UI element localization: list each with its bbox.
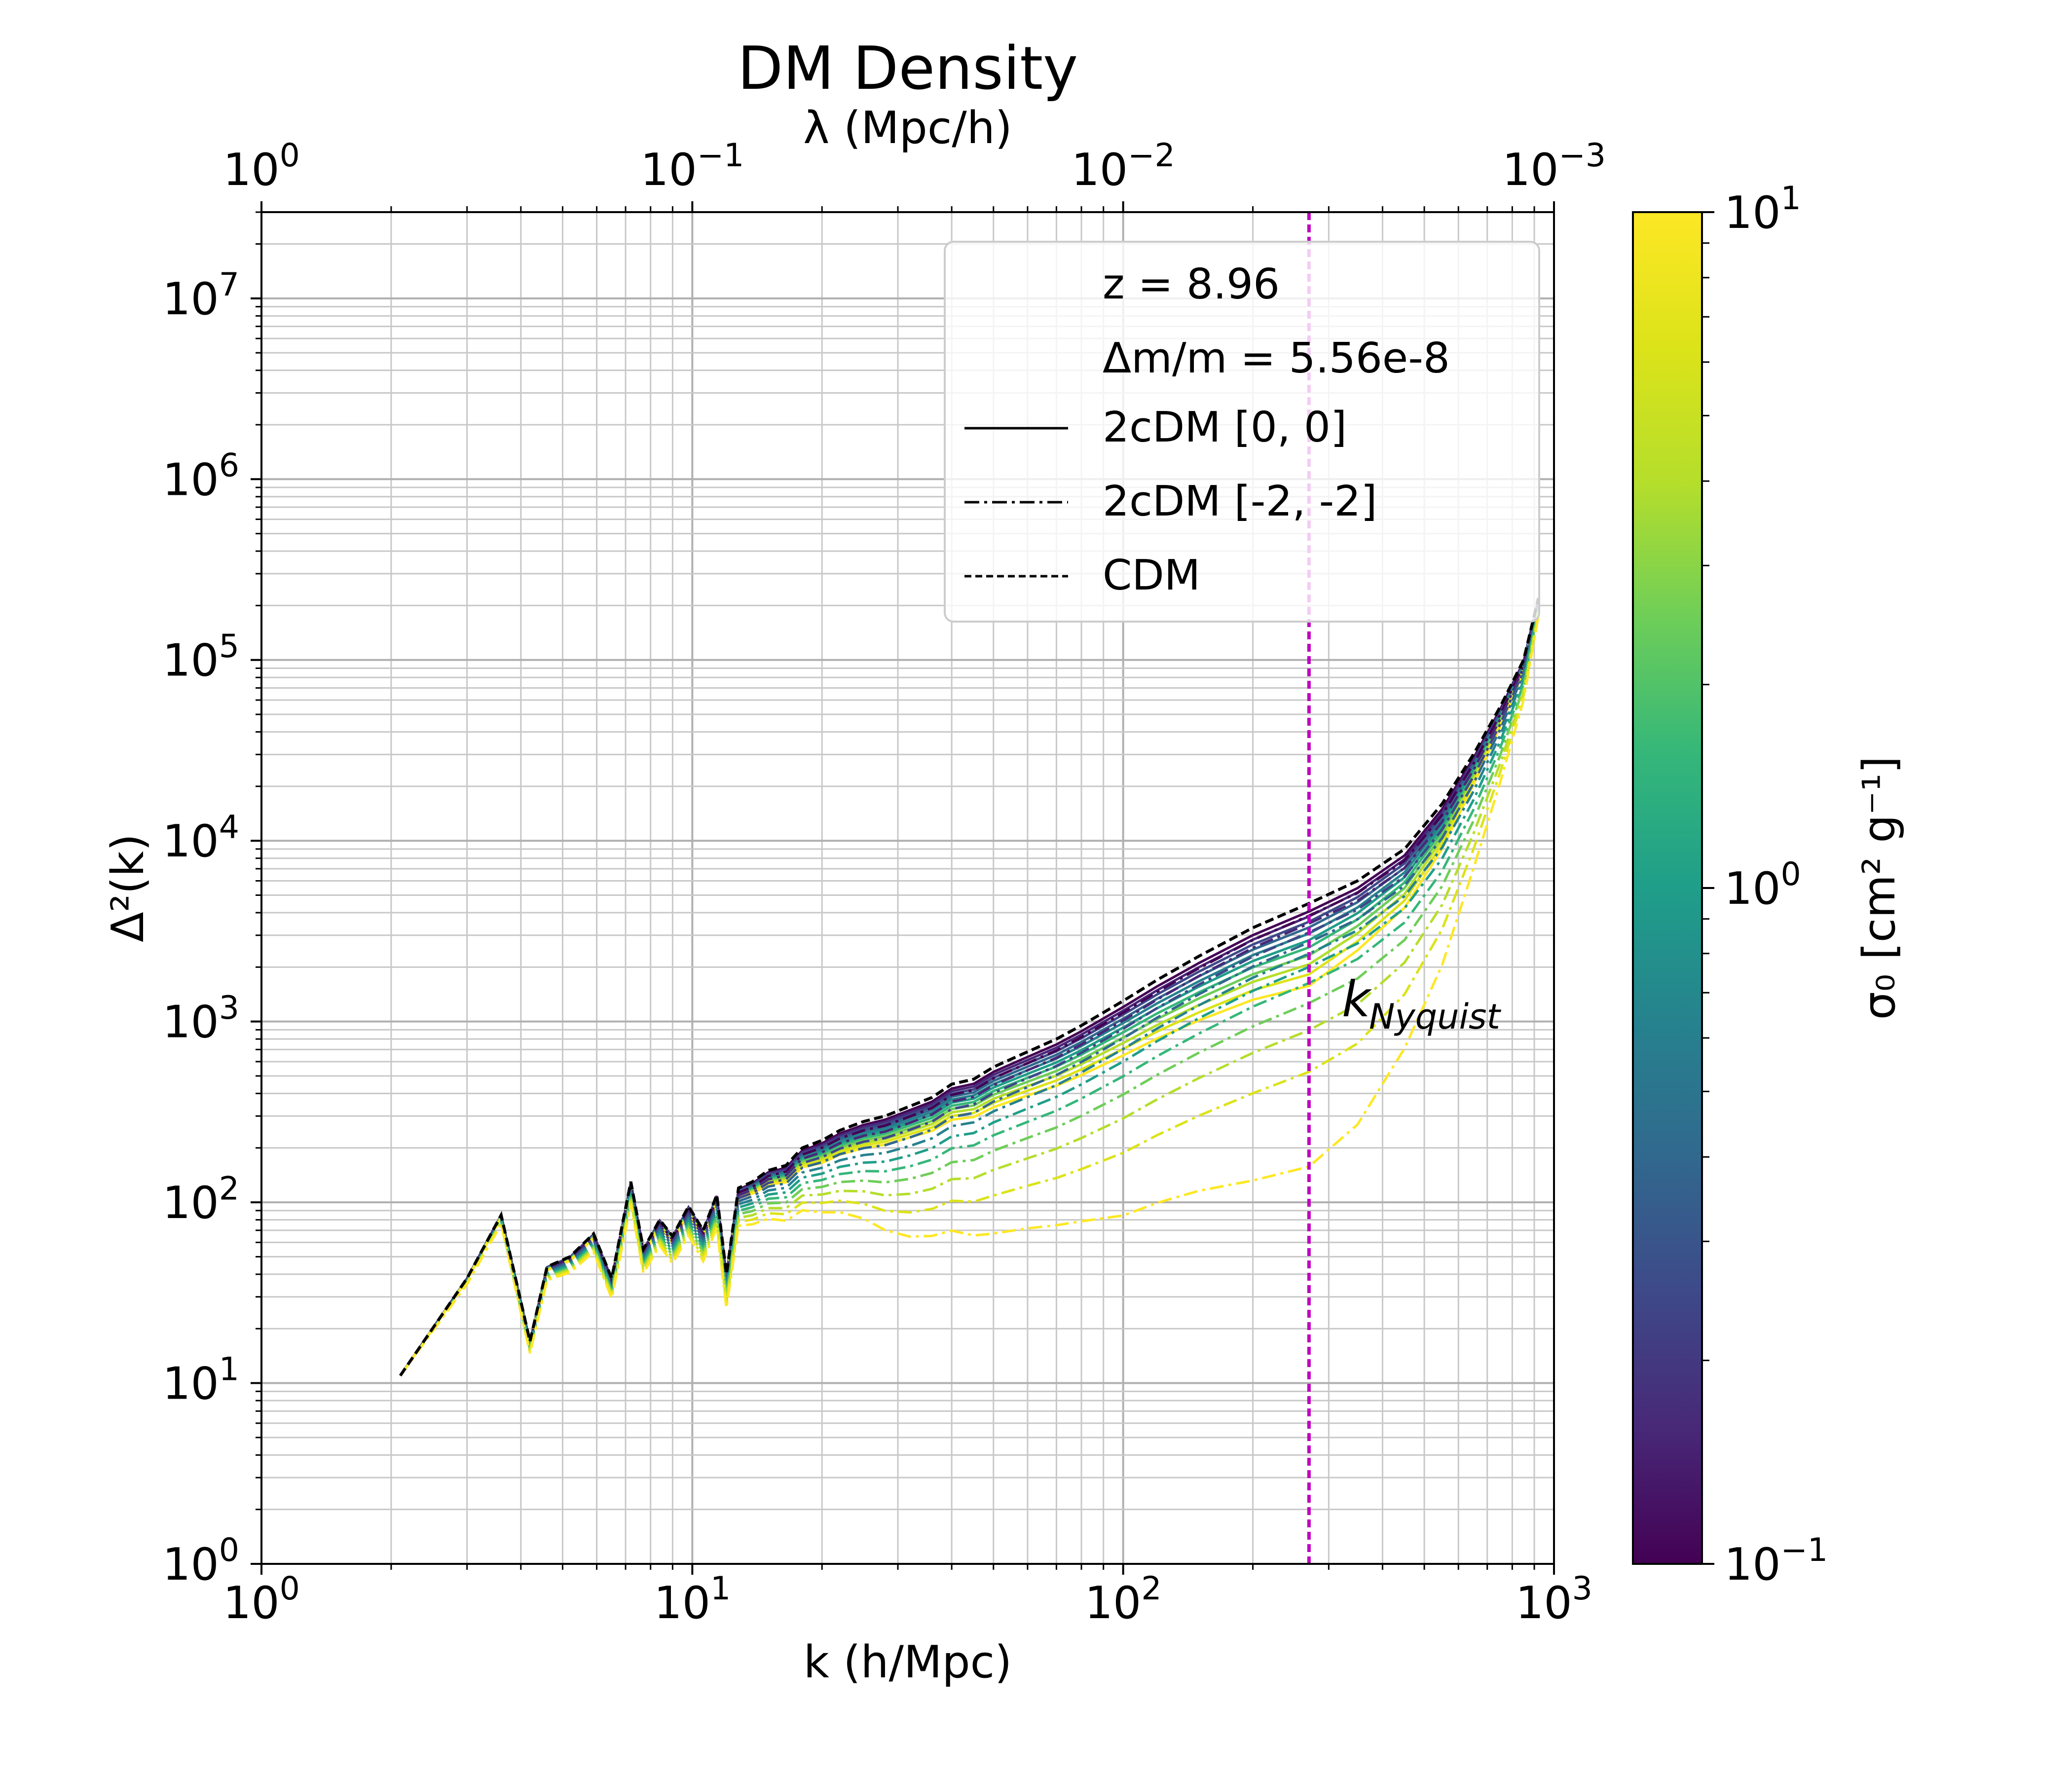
x-axis-label: k (h/Mpc) — [804, 1636, 1012, 1688]
nyquist-label-main: k — [1342, 970, 1372, 1028]
y-tick-label: 105 — [162, 628, 239, 687]
y-tick-label: 107 — [162, 266, 239, 325]
top-x-tick-label: 100 — [223, 137, 300, 196]
axis-ticks: 100 101 102 103 100 10−1 10−2 10−3 100 101 102 103 1… — [162, 137, 1606, 1629]
series-line — [399, 610, 1540, 1376]
top-x-axis-label: λ (Mpc/h) — [803, 102, 1012, 154]
nyquist-label-sub: Nyquist — [1369, 997, 1502, 1037]
series-line — [399, 606, 1540, 1376]
colorbar-tick-label: 10−1 — [1724, 1532, 1828, 1591]
series-line — [399, 603, 1540, 1376]
colorbar-label: σ₀ [cm² g⁻¹] — [1853, 756, 1905, 1020]
series-line — [399, 615, 1540, 1376]
y-tick-label: 101 — [162, 1351, 239, 1410]
nyquist-label: k Nyquist — [1342, 970, 1502, 1037]
series-line — [399, 607, 1540, 1376]
y-tick-label: 100 — [162, 1532, 239, 1591]
chart-title: DM Density — [738, 35, 1078, 103]
grid-lines — [261, 211, 1554, 1564]
y-tick-label: 103 — [162, 990, 239, 1048]
series-line — [399, 612, 1540, 1376]
y-axis-label: Δ²(k) — [102, 834, 154, 942]
colorbar: 10−1 100 101 σ₀ [cm² g⁻¹] — [1632, 180, 1905, 1591]
x-tick-label: 101 — [654, 1570, 731, 1629]
x-tick-label: 103 — [1516, 1570, 1592, 1629]
x-tick-label: 102 — [1085, 1570, 1162, 1629]
legend-label-cdm: CDM — [1103, 551, 1200, 600]
colorbar-tick-label: 101 — [1724, 180, 1801, 239]
series-line-cdm — [399, 597, 1540, 1377]
legend-box — [944, 241, 1540, 623]
top-x-tick-label: 10−3 — [1502, 137, 1606, 196]
y-tick-label: 104 — [162, 809, 239, 867]
legend-label-2cdm-2: 2cDM [-2, -2] — [1103, 477, 1377, 526]
legend: z = 8.96 Δm/m = 5.56e-8 2cDM [0, 0] 2cDM… — [944, 241, 1540, 623]
legend-redshift: z = 8.96 — [1103, 260, 1280, 309]
y-tick-label: 106 — [162, 447, 239, 506]
top-x-tick-label: 10−2 — [1072, 137, 1175, 196]
series-line — [399, 609, 1540, 1376]
series-line — [399, 613, 1540, 1376]
legend-label-2cdm-0: 2cDM [0, 0] — [1103, 403, 1347, 452]
colorbar-ticks: 10−1 100 101 — [1702, 180, 1828, 1591]
x-tick-label: 100 — [223, 1570, 300, 1629]
spectrum-curves — [399, 597, 1540, 1377]
y-tick-label: 102 — [162, 1170, 239, 1229]
plot-frame — [260, 211, 1555, 1565]
legend-mass-ratio: Δm/m = 5.56e-8 — [1103, 334, 1450, 383]
colorbar-tick-label: 100 — [1724, 856, 1801, 915]
top-x-tick-label: 10−1 — [640, 137, 744, 196]
series-line — [399, 604, 1540, 1376]
colorbar-gradient — [1632, 211, 1703, 1565]
